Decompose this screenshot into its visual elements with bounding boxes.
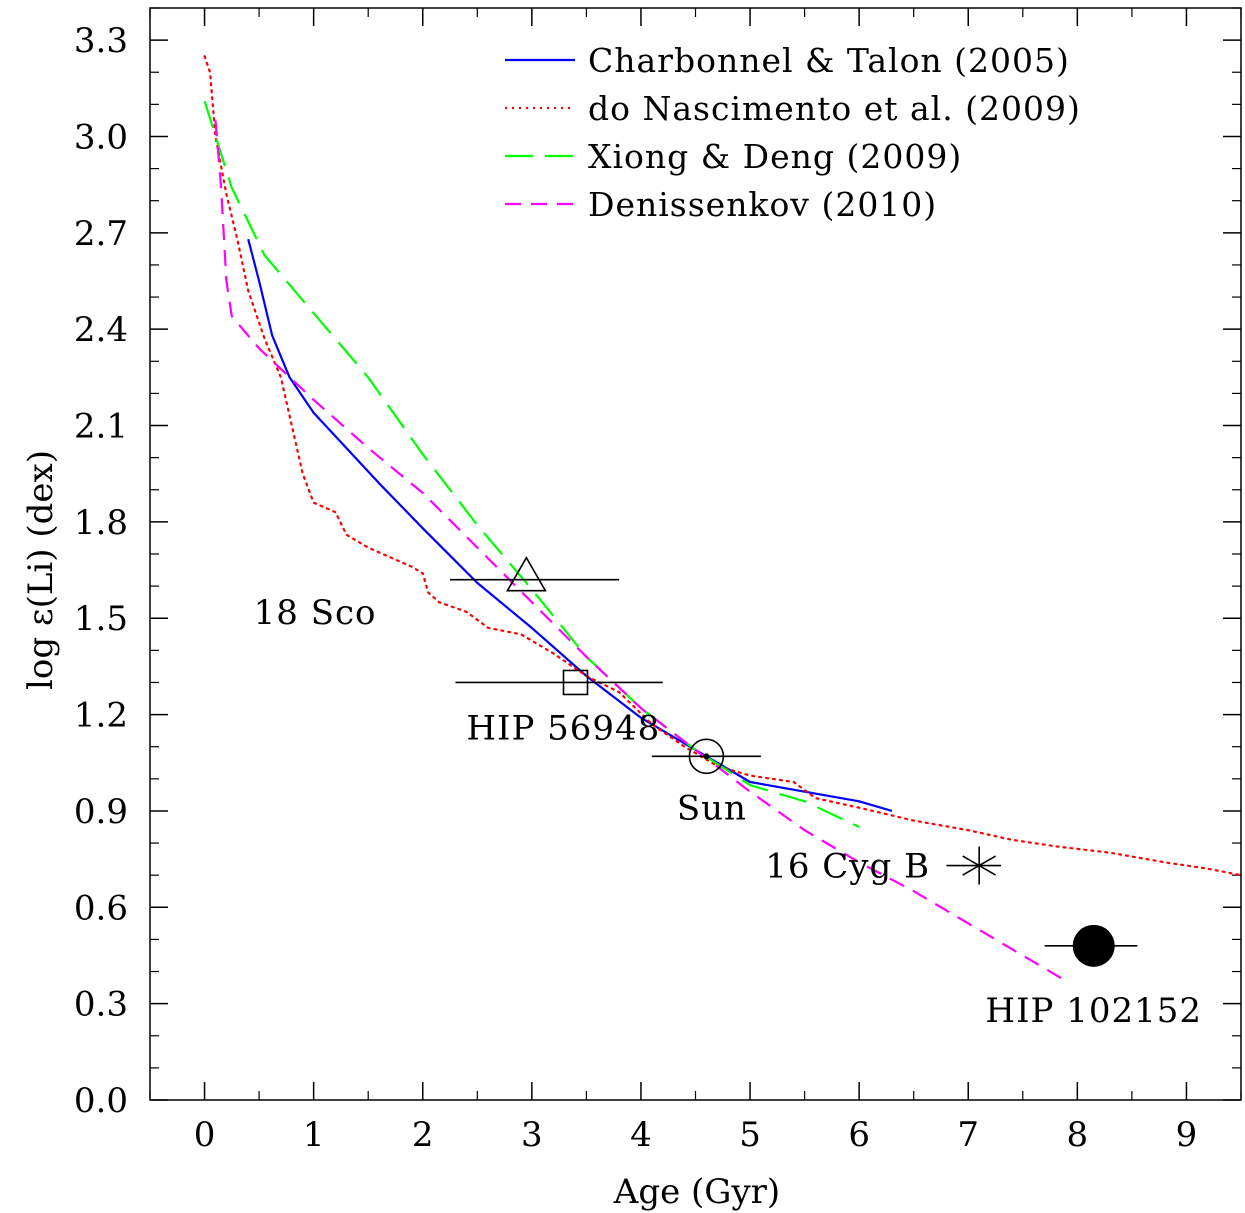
y-tick-label: 0.3	[74, 985, 128, 1025]
x-tick-label: 6	[848, 1115, 870, 1155]
y-tick-label: 0.9	[74, 792, 128, 832]
legend-label: Charbonnel & Talon (2005)	[588, 41, 1070, 80]
x-tick-label: 8	[1067, 1115, 1089, 1155]
y-tick-label: 1.2	[74, 696, 128, 736]
y-tick-label: 1.8	[74, 503, 128, 543]
star-label: 18 Sco	[254, 593, 377, 633]
x-tick-label: 3	[521, 1115, 543, 1155]
star-label: HIP 102152	[985, 991, 1202, 1031]
star-marker-asterisk	[962, 855, 997, 876]
series-line-4	[214, 120, 1067, 983]
x-tick-label: 2	[412, 1115, 434, 1155]
x-tick-label: 9	[1176, 1115, 1198, 1155]
star-marker-square	[562, 669, 589, 696]
y-tick-label: 2.7	[74, 214, 128, 254]
legend-label: do Nascimento et al. (2009)	[588, 89, 1081, 128]
legend-label: Xiong & Deng (2009)	[588, 137, 962, 176]
x-axis-title: Age (Gyr)	[613, 1172, 780, 1212]
star-label: HIP 56948	[466, 708, 660, 748]
star-label: 16 Cyg B	[765, 847, 930, 887]
star-marker-sun	[688, 738, 725, 775]
y-tick-label: 2.4	[74, 310, 128, 350]
series-line-2	[203, 55, 1243, 877]
star-marker-sun-dot	[703, 753, 710, 760]
star-label: Sun	[677, 789, 747, 829]
x-tick-label: 0	[194, 1115, 216, 1155]
legend: Charbonnel & Talon (2005) do Nascimento e…	[505, 41, 1081, 224]
y-tick-label: 0.0	[74, 1081, 128, 1121]
series-line-1	[247, 238, 893, 812]
x-tick-label: 5	[739, 1115, 761, 1155]
y-tick-label: 2.1	[74, 407, 128, 447]
y-tick-label: 0.6	[74, 888, 128, 928]
x-tick-label: 1	[303, 1115, 325, 1155]
star-marker-filled-circle	[1072, 924, 1115, 967]
model-curves	[203, 55, 1243, 983]
y-tick-label: 3.3	[74, 21, 128, 61]
star-marker-triangle	[506, 556, 547, 592]
y-tick-label: 1.5	[74, 599, 128, 639]
legend-label: Denissenkov (2010)	[588, 185, 937, 224]
star-markers: 18 Sco HIP 56948 Sun 16 Cyg B HIP 102152	[254, 556, 1202, 1031]
y-axis-title: log ε(Li) (dex)	[21, 450, 61, 690]
x-tick-label: 4	[630, 1115, 652, 1155]
series-line-3	[203, 100, 860, 828]
y-tick-label: 3.0	[74, 117, 128, 157]
axes-frame: 0 1 2 3 4 5 6 7 8 9 0.0 0.3 0.6 0.9 1.2 1.5 1.8 2.1 2.4 2.7…	[74, 7, 1242, 1155]
x-tick-label: 7	[957, 1115, 979, 1155]
